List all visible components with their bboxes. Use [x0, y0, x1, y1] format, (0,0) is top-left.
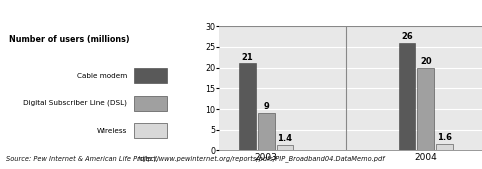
Text: Number of users (millions): Number of users (millions)	[9, 35, 130, 44]
Text: 26: 26	[401, 32, 413, 41]
FancyBboxPatch shape	[134, 96, 167, 111]
Bar	[277, 145, 294, 150]
Text: Composition of Home Broadband Market: Composition of Home Broadband Market	[107, 7, 375, 20]
Text: http://www.pewinternet.org/reports/pdfs/PIP_Broadband04.DataMemo.pdf: http://www.pewinternet.org/reports/pdfs/…	[134, 155, 384, 162]
Text: 1.6: 1.6	[437, 133, 452, 142]
Text: 1.4: 1.4	[278, 134, 293, 143]
Bar	[436, 144, 453, 150]
Text: 21: 21	[241, 53, 254, 62]
FancyBboxPatch shape	[134, 123, 167, 138]
Bar	[239, 63, 256, 150]
Text: 9: 9	[263, 102, 269, 112]
Bar	[399, 43, 415, 150]
Text: Cable modem: Cable modem	[77, 73, 127, 79]
Text: Digital Subscriber Line (DSL): Digital Subscriber Line (DSL)	[23, 100, 127, 106]
Bar	[258, 113, 275, 150]
Text: 20: 20	[420, 57, 431, 66]
Text: Wireless: Wireless	[97, 128, 127, 134]
Text: Source: Pew Internet & American Life Project.: Source: Pew Internet & American Life Pro…	[6, 156, 158, 162]
FancyBboxPatch shape	[134, 68, 167, 83]
Bar	[417, 68, 434, 150]
